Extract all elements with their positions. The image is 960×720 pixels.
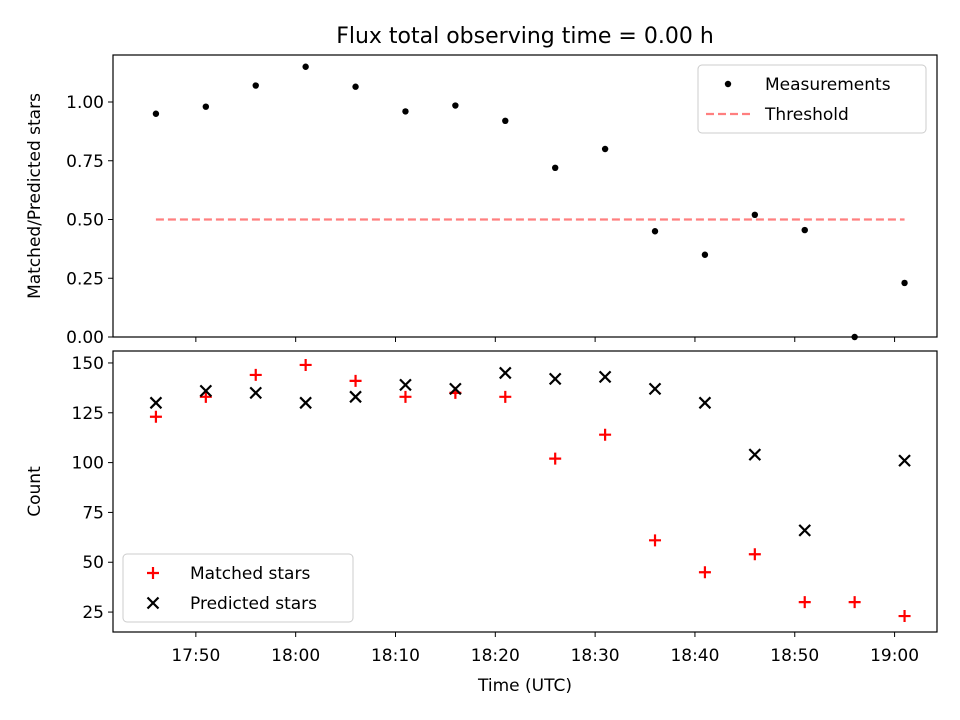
measurement-point xyxy=(402,108,409,115)
predicted-star-point xyxy=(249,386,263,400)
matched-star-point xyxy=(149,410,162,423)
y-tick-label: 0.50 xyxy=(66,211,104,231)
x-tick-label: 18:30 xyxy=(571,646,620,666)
predicted-star-point xyxy=(698,396,712,410)
predicted-star-point xyxy=(199,384,213,398)
measurements-panel: 0.00 0.25 0.50 0.75 1.00 Matched/Predicted st… xyxy=(25,54,938,348)
predicted-star-point xyxy=(798,524,812,537)
legend-box xyxy=(122,553,354,623)
legend-marker-measurements xyxy=(724,80,732,88)
y-tick-label: 0.25 xyxy=(66,269,104,289)
legend-marker-predicted xyxy=(146,596,160,610)
y-tick-label: 100 xyxy=(72,454,104,474)
measurement-point xyxy=(352,83,359,90)
predicted-star-point xyxy=(299,396,312,410)
matched-star-point xyxy=(249,368,262,381)
matched-star-point xyxy=(299,358,312,371)
measurement-point xyxy=(152,110,160,117)
matched-star-point xyxy=(399,390,412,403)
legend-label: Threshold xyxy=(764,105,849,125)
legend: Measurements Threshold xyxy=(697,64,927,134)
predicted-star-point xyxy=(349,390,362,404)
plot-frame xyxy=(112,54,938,338)
predicted-star-point xyxy=(548,372,562,386)
measurement-point xyxy=(851,333,858,341)
matched-star-point xyxy=(848,596,861,609)
y-tick-label: 125 xyxy=(72,404,104,424)
x-tick-label: 19:00 xyxy=(870,646,919,666)
x-tick-label: 18:10 xyxy=(371,646,420,666)
measurement-point xyxy=(502,117,509,125)
y-tick-label: 75 xyxy=(82,503,104,523)
y-tick-label: 0.00 xyxy=(66,328,104,348)
plot-frame xyxy=(112,350,938,633)
matched-star-point xyxy=(898,610,911,623)
y-tick-label: 1.00 xyxy=(66,93,104,113)
matched-star-point xyxy=(349,374,362,387)
legend-label: Measurements xyxy=(765,75,891,95)
x-tick-label: 18:40 xyxy=(670,646,719,666)
predicted-star-point xyxy=(449,382,462,396)
predicted-star-point xyxy=(149,396,163,410)
measurement-point xyxy=(601,145,609,153)
measurement-point xyxy=(651,228,659,235)
legend: Matched stars Predicted stars xyxy=(122,553,354,623)
x-tick-label: 17:50 xyxy=(171,646,220,666)
y-tick-label: 0.75 xyxy=(66,152,104,172)
x-tick-label: 18:20 xyxy=(471,646,520,666)
x-tick-label: 18:00 xyxy=(271,646,320,666)
x-axis-label: Time (UTC) xyxy=(477,676,572,696)
predicted-star-point xyxy=(499,366,512,380)
measurement-point xyxy=(252,82,259,89)
measurement-point xyxy=(701,251,709,258)
measurement-point xyxy=(751,211,759,218)
chart-title: Flux total observing time = 0.00 h xyxy=(336,24,714,49)
matched-star-point xyxy=(549,452,562,465)
predicted-star-point xyxy=(898,454,911,467)
measurement-point xyxy=(551,164,559,171)
measurement-point xyxy=(901,279,908,287)
matched-star-point xyxy=(798,596,811,609)
measurement-point xyxy=(202,103,210,110)
y-axis-label: Count xyxy=(25,466,45,517)
legend-box xyxy=(697,64,927,134)
matched-star-point xyxy=(748,548,761,561)
matched-star-point xyxy=(499,390,512,403)
measurement-point xyxy=(302,63,309,70)
matched-star-point xyxy=(599,428,612,441)
matched-star-point xyxy=(199,390,212,403)
y-axis-label: Matched/Predicted stars xyxy=(25,93,45,299)
counts-panel: 25 50 75 100 125 150 17:50 18:00 18:10 18:20 18:30… xyxy=(25,350,938,666)
predicted-star-point xyxy=(748,448,762,461)
legend-label: Matched stars xyxy=(190,564,310,584)
measurement-point xyxy=(801,226,808,234)
predicted-star-point xyxy=(399,378,412,392)
legend-marker-matched xyxy=(147,567,159,579)
predicted-star-point xyxy=(648,382,662,396)
x-tick-label: 18:50 xyxy=(770,646,819,666)
legend-label: Predicted stars xyxy=(190,594,317,614)
predicted-star-point xyxy=(598,370,612,384)
matched-star-point xyxy=(698,566,711,579)
y-tick-label: 150 xyxy=(72,354,104,374)
y-tick-label: 25 xyxy=(82,603,104,623)
measurement-point xyxy=(452,102,459,109)
matched-star-point xyxy=(649,534,662,547)
y-tick-label: 50 xyxy=(82,553,104,573)
